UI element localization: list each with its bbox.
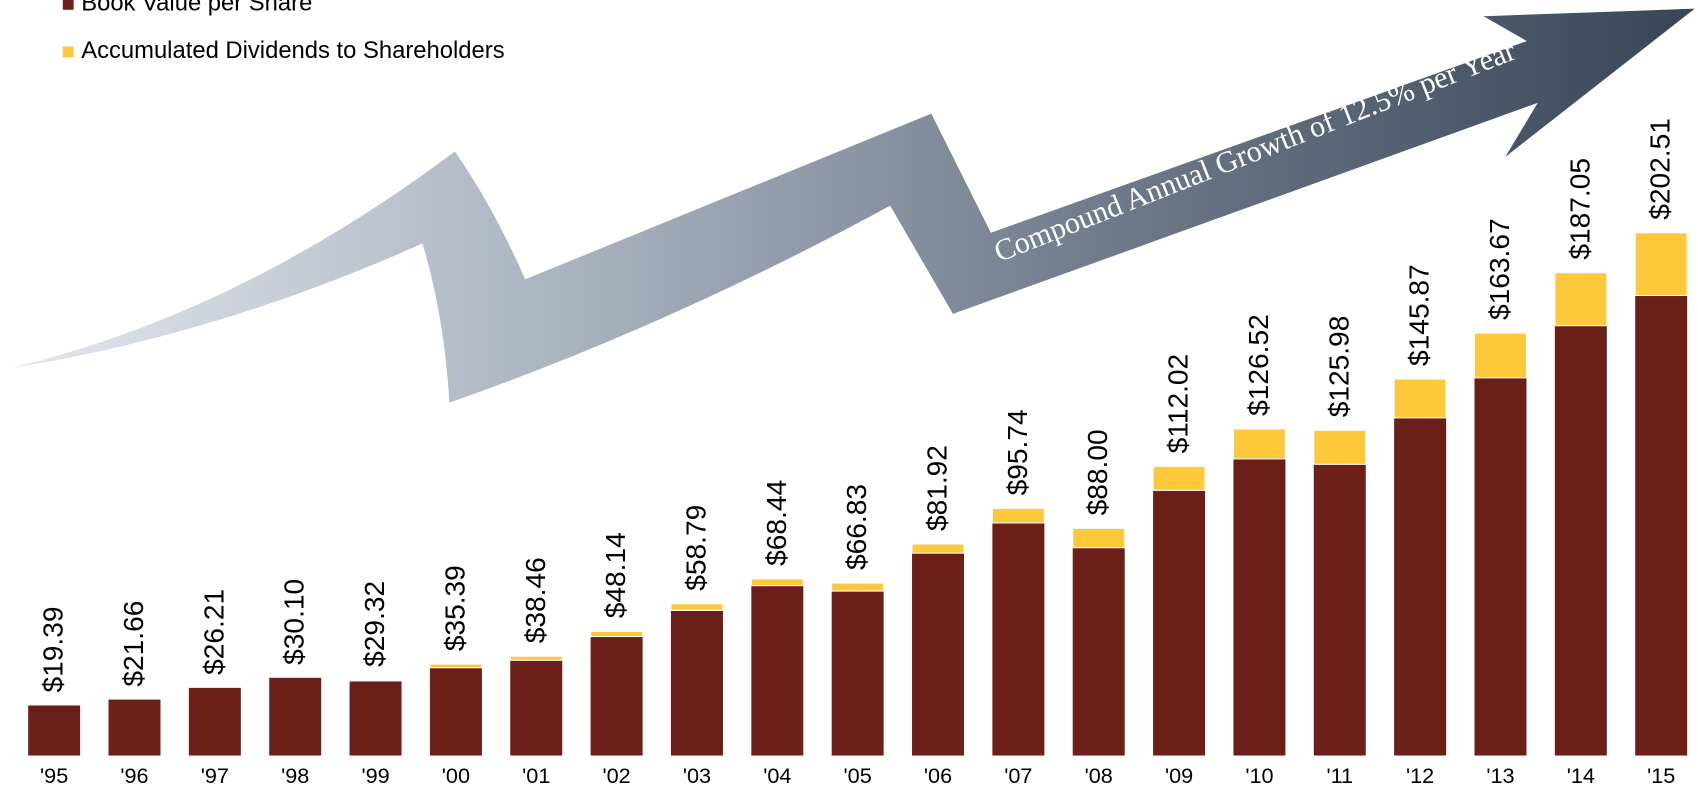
bar-segment (751, 579, 803, 586)
total-label: $145.87 (1404, 264, 1435, 366)
bar-segment (430, 668, 482, 756)
x-tick-label: '14 (1567, 763, 1595, 788)
bar-segment (671, 604, 723, 611)
x-tick-label: '03 (683, 763, 711, 788)
total-label: $26.21 (198, 589, 229, 675)
bar-segment (1394, 418, 1446, 756)
legend-swatch (63, 47, 74, 58)
bar-segment (350, 680, 402, 681)
legend-label: Book Value per Share (81, 0, 312, 17)
bar-segment (912, 553, 964, 755)
bar-segment (28, 705, 80, 755)
bar-segment (1635, 295, 1687, 755)
x-tick-label: '13 (1486, 763, 1514, 788)
x-tick-label: '06 (924, 763, 952, 788)
x-tick-label: '96 (120, 763, 148, 788)
x-tick-label: '02 (603, 763, 631, 788)
total-label: $88.00 (1082, 429, 1113, 515)
total-label: $68.44 (761, 480, 792, 566)
bar-segment (1635, 233, 1687, 296)
bar-segment (1314, 430, 1366, 464)
bar-segment (751, 586, 803, 756)
bar-segment (1555, 273, 1607, 326)
x-tick-label: '11 (1326, 763, 1353, 788)
x-tick-label: '95 (40, 763, 68, 788)
bar-segment (832, 583, 884, 591)
total-label: $163.67 (1484, 218, 1515, 320)
x-tick-label: '01 (522, 763, 550, 788)
x-tick-label: '97 (201, 763, 229, 788)
bar-segment (350, 681, 402, 756)
bar-segment (912, 544, 964, 553)
chart: Compound Annual Growth of 12.5% per Year… (0, 0, 1698, 788)
total-label: $126.52 (1243, 314, 1274, 416)
bar-segment (1314, 464, 1366, 755)
x-tick-label: '09 (1165, 763, 1193, 788)
x-tick-label: '05 (844, 763, 872, 788)
x-tick-label: '15 (1647, 763, 1675, 788)
bar-segment (1153, 466, 1205, 490)
total-label: $81.92 (922, 445, 953, 531)
bar-segment (1233, 429, 1285, 459)
bar-segment (510, 660, 562, 755)
total-label: $202.51 (1645, 118, 1676, 220)
bar-segment (1474, 378, 1526, 756)
x-tick-label: '12 (1406, 763, 1434, 788)
total-label: $66.83 (841, 484, 872, 570)
total-label: $112.02 (1163, 354, 1194, 454)
bar-segment (510, 656, 562, 660)
total-label: $187.05 (1564, 158, 1595, 260)
x-tick-label: '00 (442, 763, 470, 788)
bar-segment (430, 664, 482, 668)
legend: Book Value per Share Accumulated Dividend… (63, 0, 505, 64)
bar-segment (269, 678, 321, 756)
x-tick-label: '04 (763, 763, 791, 788)
bar-segment (1555, 326, 1607, 756)
bar-segment (992, 523, 1044, 756)
total-label: $58.79 (680, 505, 711, 591)
bar-segment (1474, 333, 1526, 378)
total-label: $29.32 (359, 581, 390, 667)
bar-segment (832, 591, 884, 755)
bar-segment (1073, 528, 1125, 547)
total-label: $30.10 (279, 579, 310, 665)
bar-segment (1394, 379, 1446, 418)
bar-segment (1153, 490, 1205, 755)
legend-label: Accumulated Dividends to Shareholders (81, 37, 504, 64)
total-label: $125.98 (1323, 316, 1354, 418)
total-label: $35.39 (439, 565, 470, 651)
x-tick-label: '99 (361, 763, 389, 788)
x-tick-label: '08 (1085, 763, 1113, 788)
total-label: $38.46 (520, 557, 551, 643)
legend-swatch (63, 0, 74, 10)
bar-segment (671, 610, 723, 755)
bar-segment (992, 508, 1044, 523)
x-tick-label: '10 (1245, 763, 1273, 788)
x-tick-label: '07 (1004, 763, 1032, 788)
total-label: $48.14 (600, 532, 631, 618)
total-label: $21.66 (118, 601, 149, 687)
x-tick-label: '98 (281, 763, 309, 788)
bar-segment (189, 688, 241, 756)
bar-segment (1233, 459, 1285, 756)
total-label: $19.39 (38, 606, 69, 692)
bar-segment (591, 637, 643, 756)
bar-segment (1073, 548, 1125, 756)
bar-segment (109, 700, 161, 756)
annotation: Compound Annual Growth of 12.5% per Year (989, 33, 1520, 269)
total-label: $95.74 (1002, 409, 1033, 495)
bar-segment (591, 631, 643, 636)
